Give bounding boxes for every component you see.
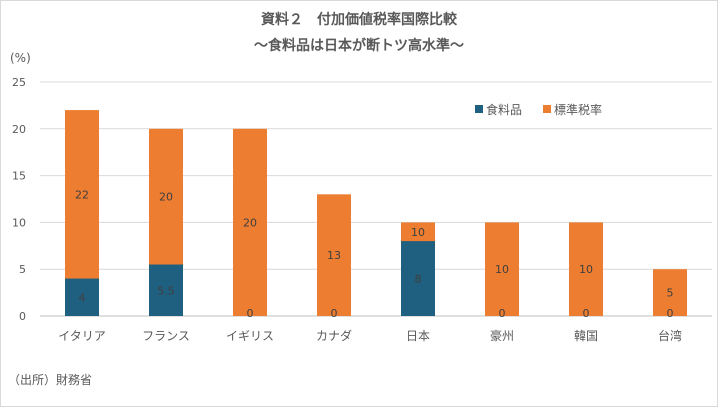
bar-standard-rate bbox=[653, 269, 687, 316]
source-note: （出所）財務省 bbox=[8, 372, 92, 387]
x-tick-label: 豪州 bbox=[490, 328, 514, 343]
bar-food bbox=[65, 278, 99, 316]
x-tick-label: 韓国 bbox=[574, 329, 598, 343]
bar-food bbox=[401, 241, 435, 316]
x-tick-label: フランス bbox=[142, 329, 190, 343]
data-label-standard-rate: 10 bbox=[411, 226, 425, 239]
data-label-standard-rate: 13 bbox=[327, 249, 341, 262]
x-tick-label: カナダ bbox=[316, 328, 352, 343]
data-label-standard-rate: 10 bbox=[579, 263, 593, 276]
y-tick-label: 15 bbox=[12, 170, 26, 183]
data-label-food: 8 bbox=[415, 273, 422, 286]
data-label-food: 5.5 bbox=[157, 284, 175, 297]
data-label-food: 0 bbox=[499, 307, 506, 320]
legend-label-standard-rate: 標準税率 bbox=[554, 102, 602, 117]
x-tick-label: 台湾 bbox=[658, 328, 682, 343]
data-label-standard-rate: 20 bbox=[243, 216, 257, 229]
legend-swatch-food bbox=[475, 105, 483, 113]
legend-label-food: 食料品 bbox=[486, 102, 522, 117]
data-label-food: 4 bbox=[79, 291, 86, 304]
data-label-food: 0 bbox=[667, 307, 674, 320]
bar-standard-rate bbox=[569, 222, 603, 316]
bar-standard-rate bbox=[485, 222, 519, 316]
legend-swatch-standard-rate bbox=[543, 105, 551, 113]
data-label-food: 0 bbox=[583, 307, 590, 320]
x-tick-label: 日本 bbox=[406, 329, 430, 343]
data-label-food: 0 bbox=[331, 307, 338, 320]
data-label-standard-rate: 20 bbox=[159, 191, 173, 204]
chart-title: 資料２ 付加価値税率国際比較 bbox=[261, 11, 458, 28]
bar-standard-rate bbox=[233, 128, 267, 316]
data-label-standard-rate: 5 bbox=[667, 287, 674, 300]
y-axis-label: (%) bbox=[10, 51, 31, 65]
data-label-standard-rate: 22 bbox=[75, 188, 89, 201]
data-label-standard-rate: 10 bbox=[495, 263, 509, 276]
y-tick-label: 20 bbox=[12, 123, 26, 136]
data-label-food: 0 bbox=[247, 307, 254, 320]
x-tick-label: イタリア bbox=[58, 329, 106, 343]
y-tick-label: 10 bbox=[12, 216, 26, 229]
y-tick-label: 0 bbox=[19, 310, 26, 323]
x-tick-label: イギリス bbox=[226, 329, 274, 343]
bar-food bbox=[149, 264, 183, 316]
bar-standard-rate bbox=[317, 194, 351, 316]
y-tick-label: 5 bbox=[19, 263, 26, 276]
chart-subtitle: ～食料品は日本が断トツ高水準～ bbox=[254, 37, 464, 54]
y-tick-label: 25 bbox=[12, 76, 26, 89]
